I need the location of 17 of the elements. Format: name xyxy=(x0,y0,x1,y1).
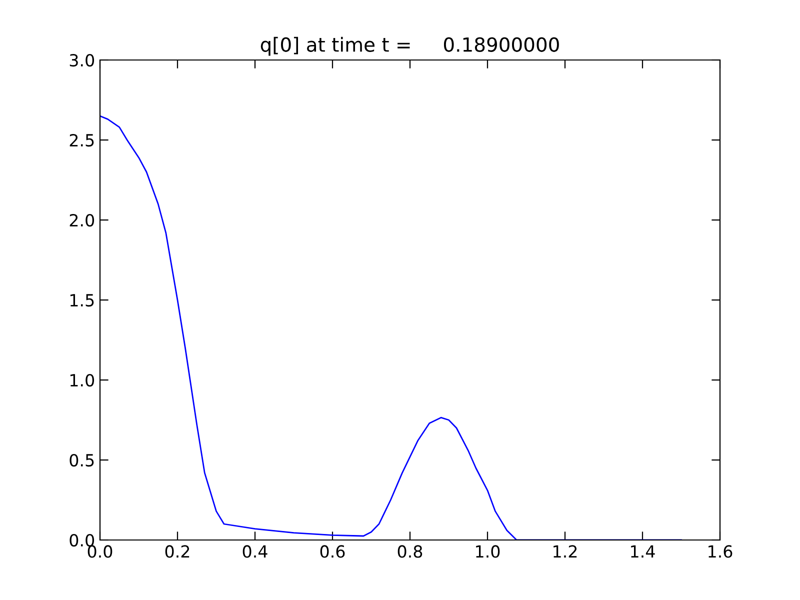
x-tick-label: 1.4 xyxy=(631,545,655,558)
x-tick-label: 0.0 xyxy=(88,545,112,558)
chart-title: q[0] at time t = 0.18900000 xyxy=(260,36,559,56)
x-tick-label: 1.2 xyxy=(554,545,577,558)
y-tick-label: 0.0 xyxy=(70,534,94,547)
x-tick-label: 0.6 xyxy=(320,545,345,558)
y-tick-label: 1.0 xyxy=(70,374,94,387)
y-tick-label: 2.0 xyxy=(70,214,94,227)
x-tick-label: 0.2 xyxy=(165,545,190,558)
y-tick-label: 2.5 xyxy=(70,134,94,147)
x-tick-label: 1.6 xyxy=(708,545,732,558)
x-tick-label: 0.8 xyxy=(398,545,422,558)
x-tick-label: 0.4 xyxy=(242,545,268,558)
x-tick-label: 1.0 xyxy=(476,545,500,558)
y-tick-label: 3.0 xyxy=(70,54,94,67)
y-tick-label: 1.5 xyxy=(70,294,94,307)
y-tick-label: 0.5 xyxy=(70,454,94,467)
